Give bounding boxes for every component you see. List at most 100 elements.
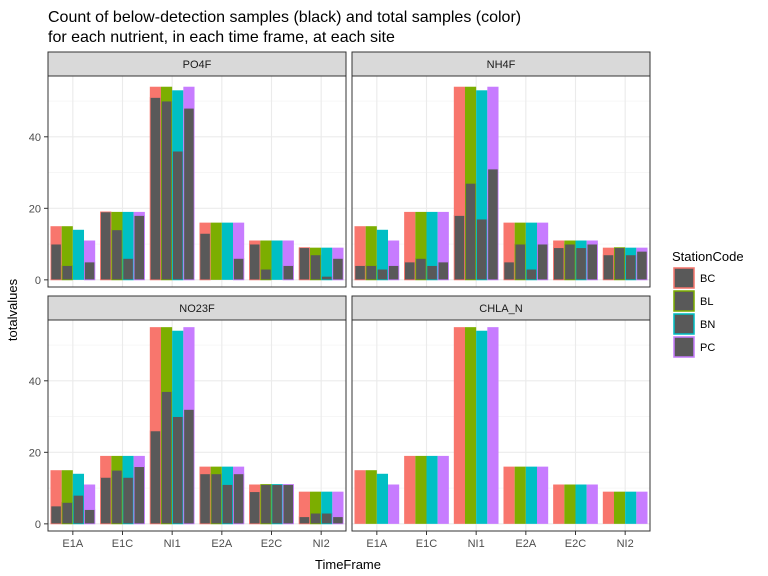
bar-below-BL-E2C [564,243,576,281]
bar-below-BC-E2A [199,473,211,525]
bar-below-PC-E1C [437,261,449,281]
bar-total-BN-E2A [221,222,234,280]
bar-below-BL-E1A [365,265,377,281]
panel-background [352,320,650,531]
bar-total-PC-E1C [437,211,449,280]
x-tick-label: E1C [416,538,437,550]
bar-below-BL-E1C [415,257,427,281]
bar-total-BL-NI1 [464,327,477,524]
bar-below-BC-NI2 [298,247,310,281]
bar-below-BN-E1C [426,265,438,281]
bar-below-PC-E2A [233,473,245,525]
y-tick-label: 20 [29,447,41,459]
bar-below-BL-E2C [260,268,272,281]
x-tick-label: E2C [261,538,282,550]
chart-title-line-1: Count of below-detection samples (black)… [48,9,521,26]
bar-below-BN-E2C [271,484,283,525]
bar-total-BL-E2C [564,484,576,524]
bar-total-BN-NI1 [476,90,488,280]
legend-item-BL: BL [673,290,713,312]
bar-below-BN-NI1 [172,416,184,525]
legend-key-BN [673,313,695,335]
bar-total-BN-NI2 [625,491,637,524]
legend-key-PC [673,336,695,358]
bar-below-PC-NI2 [636,250,648,281]
x-tick-label: E2C [565,538,586,550]
bar-total-BC-E1A [50,470,62,524]
bar-below-BL-NI1 [464,182,477,281]
facet-strip [351,51,651,77]
bar-below-BL-E2C [260,484,272,525]
facet-panel-PO4F: PO4F 0 20 40 [29,51,347,288]
legend-item-PC: PC [673,336,715,358]
bar-below-PC-NI1 [487,168,499,281]
bar-total-BN-NI1 [476,330,488,524]
facet-panel-NH4F: NH4F [351,51,651,288]
bar-below-BN-NI1 [476,218,488,281]
x-tick-label: NI1 [164,538,181,550]
facet-strip [47,295,347,321]
bar-total-BN-E1A [376,473,389,524]
bar-below-BL-E1A [61,265,73,281]
bar-below-BC-NI2 [602,254,614,281]
bar-total-BL-E1C [415,211,427,280]
bar-total-BL-NI2 [613,491,626,524]
bar-below-BC-E2A [199,232,211,281]
panel-background [48,320,346,531]
bar-below-BC-E1C [100,211,112,281]
facet-strip-label: PO4F [183,59,212,71]
bar-total-BL-E1A [61,226,73,280]
bar-below-PC-E1A [388,265,400,281]
bar-below-PC-E1A [84,509,96,525]
bar-below-BC-E1C [100,476,112,525]
facet-panels: PO4F 0 20 40 NH4F NO23F 0 20 40 E1A E1C NI1 E2A E2C NI… [29,51,651,550]
bar-below-BL-E1C [111,469,123,525]
bar-total-PC-E2C [282,240,294,280]
bar-below-BC-E1A [354,265,366,281]
x-tick-label: NI2 [617,538,634,550]
bar-total-BL-NI2 [309,491,322,524]
bar-total-BL-E1A [61,470,73,524]
bar-below-BL-NI1 [160,100,173,281]
bar-below-BN-NI2 [321,512,333,525]
legend-label-BC: BC [700,273,715,285]
bar-below-BL-NI2 [309,254,322,281]
bar-total-BC-NI2 [602,491,614,524]
bar-below-BN-NI1 [172,150,184,281]
bar-total-BC-E2A [503,466,515,524]
bar-total-BN-E1C [426,455,438,524]
bar-below-BN-E2A [525,268,538,281]
panel-border [351,75,651,288]
facet-strip [47,51,347,77]
bar-total-BC-E2C [553,484,565,524]
bar-total-BC-NI1 [149,327,161,524]
bar-below-BN-E1A [376,268,389,281]
bar-below-BC-E2A [503,261,515,281]
bar-total-PC-E1A [84,484,96,524]
y-tick-label: 0 [35,519,41,531]
legend-key-BL [673,290,695,312]
panel-border [351,319,651,532]
bar-below-BN-E1C [122,257,134,281]
bar-total-BC-NI1 [453,327,465,524]
y-tick-label: 40 [29,376,41,388]
bar-below-PC-NI1 [183,107,195,281]
bar-total-BC-E1A [354,226,366,280]
bar-total-PC-E2C [586,484,598,524]
y-tick-label: 40 [29,132,41,144]
x-tick-label: NI2 [313,538,330,550]
bar-total-BL-E2A [210,222,222,280]
facet-strip-label: NH4F [487,59,516,71]
panel-background [352,76,650,287]
bar-total-PC-E1A [84,240,96,280]
bar-below-PC-E2C [586,243,598,281]
bar-total-PC-E1C [437,455,449,524]
bar-total-PC-NI2 [332,491,344,524]
bar-below-BC-NI2 [298,516,310,525]
bar-total-BC-E1C [404,211,416,280]
y-tick-label: 20 [29,203,41,215]
bar-total-BC-NI1 [453,86,465,280]
bar-below-BL-E1A [61,501,73,525]
bar-below-BC-E1C [404,261,416,281]
